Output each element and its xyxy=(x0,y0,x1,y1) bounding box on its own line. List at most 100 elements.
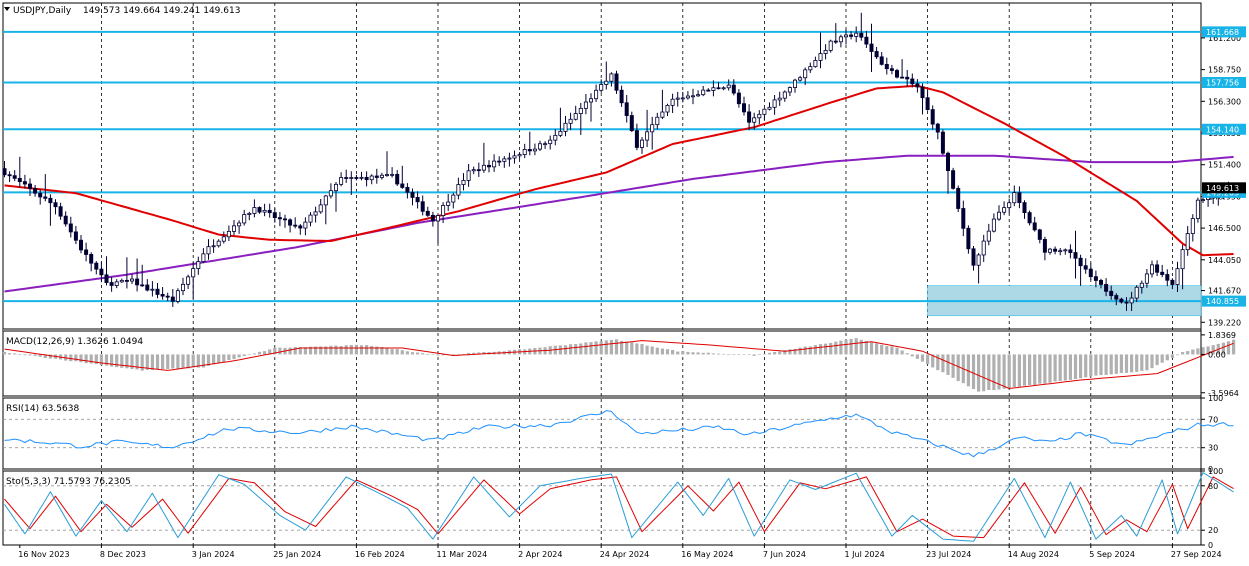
macd-bar xyxy=(696,352,700,355)
macd-bar xyxy=(640,344,644,355)
macd-bar xyxy=(89,354,93,364)
candle-body xyxy=(68,223,73,233)
macd-bar xyxy=(247,354,251,356)
level-tag-label: 157.756 xyxy=(1206,78,1239,87)
candle-body xyxy=(451,194,456,203)
candle-body xyxy=(1114,295,1119,300)
candle-body xyxy=(196,261,201,269)
macd-bar xyxy=(298,347,302,355)
candle-body xyxy=(344,177,349,179)
macd-bar xyxy=(217,354,221,363)
candle-body xyxy=(1032,222,1037,231)
macd-bar xyxy=(1099,354,1103,376)
candle-body xyxy=(140,284,145,287)
candle-body xyxy=(221,236,226,242)
macd-bar xyxy=(992,354,996,391)
candle-body xyxy=(691,95,696,98)
candle-body xyxy=(859,32,864,38)
panel-separator[interactable] xyxy=(3,329,1249,331)
candle-body xyxy=(706,89,711,92)
candle-body xyxy=(731,84,736,94)
macd-bar xyxy=(365,345,369,355)
macd-bar xyxy=(120,354,124,368)
macd-bar xyxy=(1191,349,1195,355)
ohlc-label: 149.573 149.664 149.241 149.613 xyxy=(83,6,240,16)
macd-bar xyxy=(880,344,884,355)
candle-body xyxy=(1195,199,1200,219)
candle-body xyxy=(17,177,22,183)
candle-body xyxy=(170,296,175,302)
candle-body xyxy=(94,262,99,270)
macd-bar xyxy=(171,354,175,369)
macd-bar xyxy=(890,346,894,355)
candle-body xyxy=(685,95,690,99)
candle-body xyxy=(277,217,282,220)
candle-body xyxy=(446,201,451,206)
candle-body xyxy=(165,295,170,298)
macd-bar xyxy=(757,354,761,356)
macd-bar xyxy=(257,351,262,355)
candle-body xyxy=(680,97,685,100)
macd-bar xyxy=(803,346,807,355)
candle-body xyxy=(512,155,517,159)
macd-bar xyxy=(74,354,78,362)
candle-body xyxy=(833,40,838,43)
panel-separator[interactable] xyxy=(3,396,1249,398)
macd-bar xyxy=(839,340,843,355)
candle-body xyxy=(793,79,798,88)
x-tick-label: 2 Apr 2024 xyxy=(518,550,562,559)
macd-bar xyxy=(793,348,797,355)
candle-body xyxy=(1104,284,1109,292)
macd-bar xyxy=(288,347,292,355)
macd-bar xyxy=(1048,354,1052,383)
macd-bar xyxy=(13,353,17,355)
macd-bar xyxy=(303,347,307,355)
macd-bar xyxy=(920,354,925,362)
candle-body xyxy=(27,183,32,189)
x-tick-label: 1 Jul 2024 xyxy=(845,550,885,559)
candle-body xyxy=(997,211,1002,220)
candle-body xyxy=(2,168,7,176)
macd-bar xyxy=(875,343,879,355)
candle-body xyxy=(1109,290,1114,296)
candle-body xyxy=(441,205,446,216)
y-tick-label: 139.220 xyxy=(1208,318,1241,327)
sto-signal-line xyxy=(4,476,1234,539)
x-tick-label: 25 Jan 2024 xyxy=(273,550,321,559)
candle-body xyxy=(1170,279,1175,285)
candle-body xyxy=(624,102,629,116)
macd-bar xyxy=(1206,346,1210,355)
candle-body xyxy=(79,239,84,251)
candle-body xyxy=(1099,280,1104,285)
candle-body xyxy=(231,225,236,232)
macd-bar xyxy=(1160,354,1164,363)
panel-separator[interactable] xyxy=(3,469,1249,471)
candle-body xyxy=(1093,276,1098,281)
candle-body xyxy=(889,68,894,71)
candle-body xyxy=(405,187,410,193)
candle-body xyxy=(951,170,956,189)
candle-body xyxy=(216,240,221,247)
macd-bar xyxy=(1150,354,1154,369)
macd-bar xyxy=(385,347,389,355)
horizontal-levels[interactable] xyxy=(3,30,1201,303)
macd-bar xyxy=(344,345,348,355)
candle-body xyxy=(522,149,527,155)
triangle-down-icon[interactable] xyxy=(4,7,10,11)
sto-label: Sto(5,3,3) 71.5793 76.2305 xyxy=(6,477,131,487)
candle-body xyxy=(359,176,364,179)
candle-body xyxy=(1088,268,1093,278)
macd-bar xyxy=(201,354,205,368)
candle-body xyxy=(1180,249,1185,270)
candle-body xyxy=(124,279,129,282)
macd-bar xyxy=(1084,354,1088,378)
candle-body xyxy=(226,230,231,238)
macd-bar xyxy=(1211,345,1215,355)
macd-bar xyxy=(33,354,37,356)
candle-body xyxy=(757,113,762,119)
x-tick-label: 16 Nov 2023 xyxy=(18,550,69,559)
candle-body xyxy=(7,174,12,177)
candle-body xyxy=(1002,207,1007,213)
candle-body xyxy=(573,113,578,120)
